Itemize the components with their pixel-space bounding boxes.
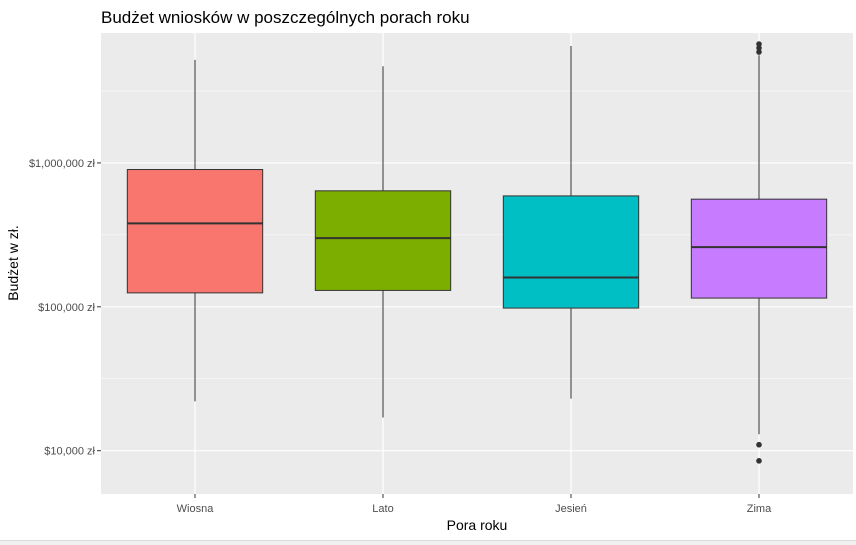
box-lato <box>314 66 452 418</box>
y-tick-label: $10,000 zł <box>44 446 95 458</box>
y-axis-title: Budżet w zł. <box>5 225 21 300</box>
y-tick-label: $100,000 zł <box>38 302 95 314</box>
x-tick-label: Wiosna <box>177 503 215 515</box>
iqr-box-zima <box>690 198 828 299</box>
box-wiosna <box>126 59 264 402</box>
chart-title: Budżet wniosków w poszczególnych porach … <box>101 8 470 27</box>
iqr-box-jesien <box>502 195 640 309</box>
outlier-point-zima <box>756 458 762 464</box>
outlier-point-zima <box>756 45 762 51</box>
outlier-point-zima <box>756 49 762 55</box>
window-bottom-border <box>0 540 856 545</box>
outlier-point-zima <box>756 41 762 47</box>
iqr-box-wiosna <box>126 169 264 294</box>
y-axis-ticks: $10,000 zł $100,000 zł $1,000,000 zł <box>29 158 101 458</box>
box-jesien <box>502 45 640 399</box>
x-tick-label: Lato <box>372 503 393 515</box>
x-axis-ticks: Wiosna Lato Jesień Zima <box>177 494 772 515</box>
x-tick-label: Zima <box>747 503 772 515</box>
boxes-layer <box>126 41 828 464</box>
outlier-point-zima <box>756 441 762 448</box>
box-zima <box>690 41 828 464</box>
x-axis-title: Pora roku <box>447 517 508 533</box>
y-tick-label: $1,000,000 zł <box>29 158 96 170</box>
x-tick-label: Jesień <box>555 503 587 515</box>
iqr-box-lato <box>314 190 452 291</box>
